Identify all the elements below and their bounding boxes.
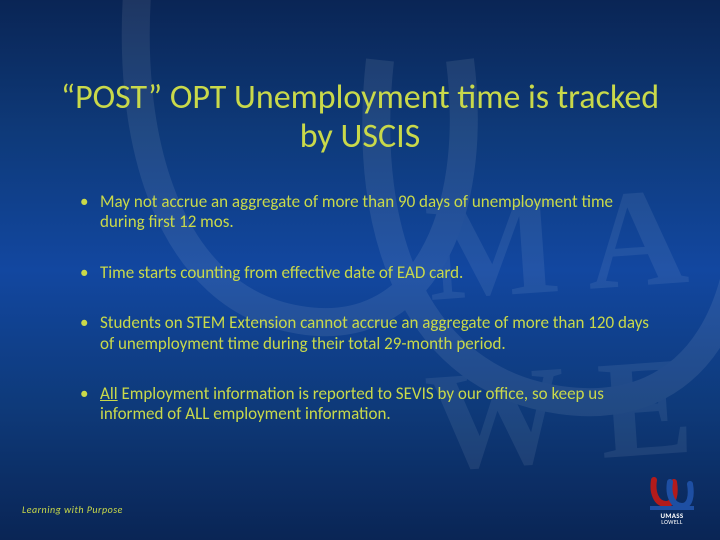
bullet-text: Students on STEM Extension cannot accrue… <box>100 312 649 353</box>
bullet-item: All Employment information is reported t… <box>74 384 660 425</box>
bullet-item: May not accrue an aggregate of more than… <box>74 192 660 233</box>
logo-mark-icon <box>650 476 694 510</box>
tagline: Learning with Purpose <box>22 503 123 516</box>
bullet-text: Time starts counting from effective date… <box>100 262 463 283</box>
bullet-underlined: All <box>100 383 118 404</box>
bullet-text: Employment information is reported to SE… <box>100 383 604 424</box>
slide-title: “POST” OPT Unemployment time is tracked … <box>60 78 660 156</box>
bullet-item: Time starts counting from effective date… <box>74 263 660 283</box>
bullet-list: May not accrue an aggregate of more than… <box>74 192 660 455</box>
bullet-item: Students on STEM Extension cannot accrue… <box>74 313 660 354</box>
logo-text: UMASS LOWELL <box>660 512 683 525</box>
slide: M A S S W E L L “POST” OPT Unemployment … <box>0 0 720 540</box>
bullet-text: May not accrue an aggregate of more than… <box>100 191 613 232</box>
logo: UMASS LOWELL <box>642 476 702 526</box>
logo-line2: LOWELL <box>660 519 683 525</box>
